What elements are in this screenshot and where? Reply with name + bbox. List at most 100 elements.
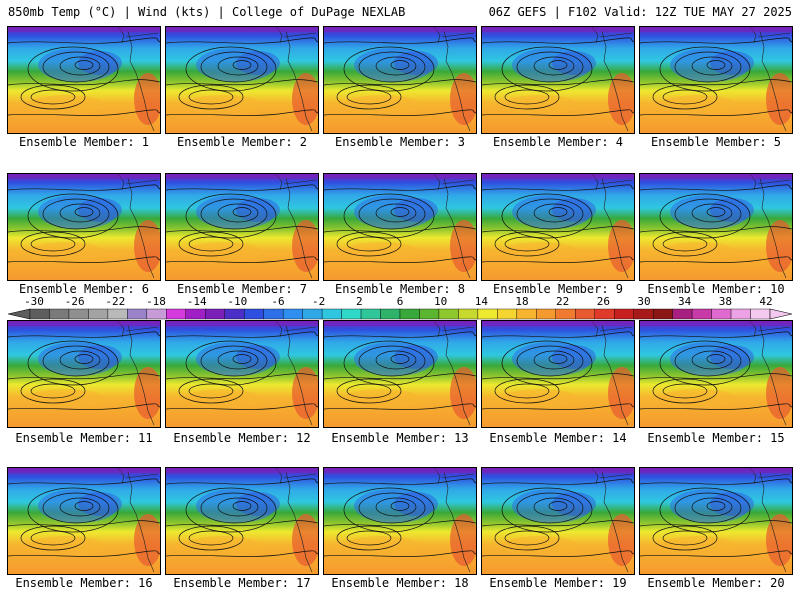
member-label-18: Ensemble Member: 18 xyxy=(331,576,469,590)
colorbar-swatch xyxy=(711,308,732,320)
colorbar-swatch xyxy=(282,308,303,320)
ensemble-map-2 xyxy=(165,26,319,134)
colorbar-tick-label: 2 xyxy=(356,295,363,308)
member-label-1: Ensemble Member: 1 xyxy=(18,135,150,149)
member-label-6: Ensemble Member: 6 xyxy=(18,282,150,296)
member-label-7: Ensemble Member: 7 xyxy=(176,282,308,296)
member-label-4: Ensemble Member: 4 xyxy=(492,135,624,149)
colorbar-swatch xyxy=(29,308,50,320)
colorbar-swatch xyxy=(205,308,225,320)
colorbar-swatch xyxy=(614,308,634,320)
ensemble-map-18 xyxy=(323,467,477,575)
member-label-2: Ensemble Member: 2 xyxy=(176,135,308,149)
ensemble-map-4 xyxy=(481,26,635,134)
ensemble-map-15 xyxy=(639,320,793,428)
colorbar-swatch xyxy=(497,308,518,320)
ensemble-map-20 xyxy=(639,467,793,575)
colorbar-tick-label: -18 xyxy=(146,295,166,308)
colorbar-swatch xyxy=(399,308,420,320)
colorbar-tick-label: -2 xyxy=(312,295,326,308)
colorbar-tick-label: -26 xyxy=(64,295,85,308)
colorbar-tick-label: -14 xyxy=(186,295,207,308)
colorbar-tick-label: 14 xyxy=(474,295,488,308)
colorbar-tick-label: 42 xyxy=(759,295,773,308)
ensemble-map-6 xyxy=(7,173,161,281)
ensemble-map-13 xyxy=(323,320,477,428)
map-title: 850mb Temp (°C) | Wind (kts) | College o… xyxy=(8,5,406,19)
colorbar-swatch xyxy=(49,308,70,320)
colorbar-swatch xyxy=(360,308,381,320)
colorbar-swatch xyxy=(88,308,109,320)
model-run-info: 06Z GEFS | F102 Valid: 12Z TUE MAY 27 20… xyxy=(488,5,792,19)
member-label-13: Ensemble Member: 13 xyxy=(331,431,469,445)
ensemble-map-12 xyxy=(165,320,319,428)
member-label-16: Ensemble Member: 16 xyxy=(15,576,153,590)
colorbar-swatch xyxy=(555,308,576,320)
colorbar-swatch xyxy=(341,308,362,320)
colorbar-swatch xyxy=(575,308,595,320)
colorbar-swatch xyxy=(244,308,264,320)
member-label-11: Ensemble Member: 11 xyxy=(15,431,153,445)
colorbar-swatch xyxy=(730,308,751,320)
colorbar-swatch xyxy=(68,308,89,320)
colorbar-tick-label: 26 xyxy=(596,295,610,308)
member-label-15: Ensemble Member: 15 xyxy=(647,431,785,445)
ensemble-map-16 xyxy=(7,467,161,575)
colorbar-arrow-right xyxy=(769,308,793,320)
member-label-8: Ensemble Member: 8 xyxy=(334,282,466,296)
colorbar-swatch xyxy=(302,308,323,320)
colorbar-tick-label: -6 xyxy=(271,295,285,308)
colorbar-swatch xyxy=(263,308,284,320)
colorbar-swatch xyxy=(107,308,128,320)
ensemble-map-5 xyxy=(639,26,793,134)
ensemble-map-19 xyxy=(481,467,635,575)
ensemble-map-7 xyxy=(165,173,319,281)
colorbar-swatches xyxy=(7,308,793,320)
member-label-3: Ensemble Member: 3 xyxy=(334,135,466,149)
colorbar-tick-label: 22 xyxy=(556,295,570,308)
colorbar-tick-label: 34 xyxy=(678,295,692,308)
colorbar-tick-label: -22 xyxy=(105,295,126,308)
colorbar-arrow-left xyxy=(7,308,31,320)
colorbar-tick-label: -10 xyxy=(227,295,248,308)
colorbar-tick-label: 38 xyxy=(718,295,732,308)
member-label-20: Ensemble Member: 20 xyxy=(647,576,785,590)
colorbar-swatch xyxy=(438,308,459,320)
member-label-19: Ensemble Member: 19 xyxy=(489,576,627,590)
colorbar-tick-label: 6 xyxy=(396,295,404,308)
temperature-colorbar: -30 -26 -22 -18 -14 -10 -6 -2 2 6 10 14 18 22 26 30 34 38… xyxy=(0,296,800,320)
colorbar-swatch xyxy=(166,308,186,320)
colorbar-swatch xyxy=(127,308,148,320)
colorbar-tick-label: 10 xyxy=(434,295,448,308)
colorbar-swatch xyxy=(652,308,673,320)
colorbar-swatch xyxy=(224,308,245,320)
colorbar-swatch xyxy=(633,308,654,320)
colorbar-swatch xyxy=(458,308,479,320)
member-label-17: Ensemble Member: 17 xyxy=(173,576,311,590)
ensemble-map-8 xyxy=(323,173,477,281)
ensemble-map-9 xyxy=(481,173,635,281)
colorbar-swatch xyxy=(750,308,771,320)
colorbar-swatch xyxy=(516,308,537,320)
ensemble-map-1 xyxy=(7,26,161,134)
colorbar-swatch xyxy=(321,308,342,320)
colorbar-tick-label: 18 xyxy=(515,295,529,308)
colorbar-tick-label: 30 xyxy=(637,295,651,308)
member-label-10: Ensemble Member: 10 xyxy=(647,282,785,296)
member-label-12: Ensemble Member: 12 xyxy=(173,431,311,445)
colorbar-swatch xyxy=(380,308,401,320)
header: 850mb Temp (°C) | Wind (kts) | College o… xyxy=(0,0,800,24)
ensemble-map-10 xyxy=(639,173,793,281)
colorbar-swatch xyxy=(536,308,556,320)
colorbar-swatch xyxy=(477,308,498,320)
member-label-14: Ensemble Member: 14 xyxy=(489,431,627,445)
ensemble-map-11 xyxy=(7,320,161,428)
colorbar-swatch xyxy=(419,308,440,320)
colorbar-swatch xyxy=(185,308,206,320)
ensemble-map-17 xyxy=(165,467,319,575)
colorbar-swatch xyxy=(594,308,615,320)
member-label-9: Ensemble Member: 9 xyxy=(492,282,624,296)
colorbar-swatch xyxy=(672,308,693,320)
ensemble-map-3 xyxy=(323,26,477,134)
colorbar-swatch xyxy=(146,308,167,320)
